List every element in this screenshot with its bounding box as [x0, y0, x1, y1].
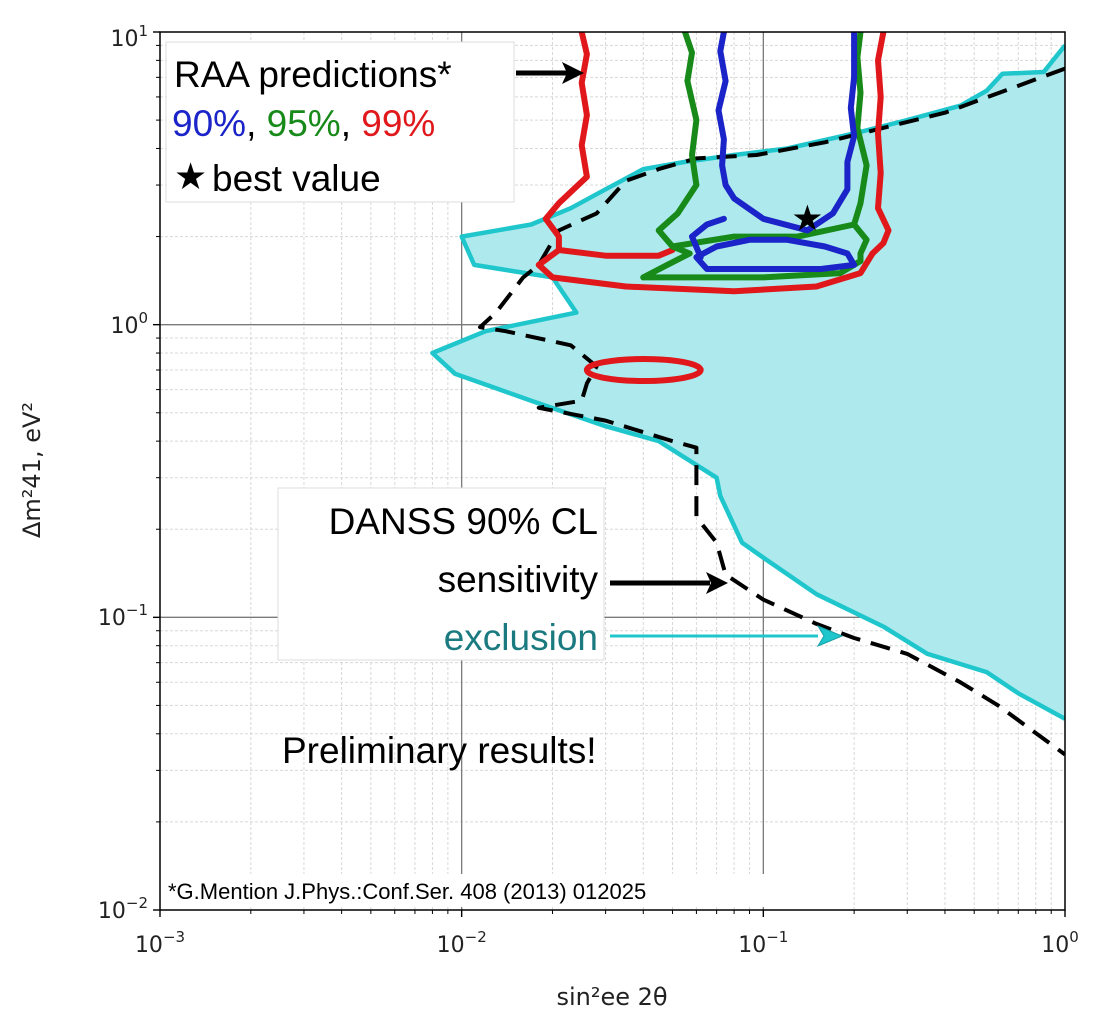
- x-tick-label: 10−2: [437, 928, 487, 958]
- x-tick-label: 10−3: [135, 928, 185, 958]
- plot-frame: [159, 31, 1066, 911]
- sensitivity-arrow: [610, 572, 728, 594]
- raa-99-island: [583, 356, 704, 385]
- y-tick-labels: 10−2 10−1 100 101: [98, 22, 148, 924]
- y-tick-label: 10−1: [98, 601, 148, 631]
- danss-legend-sensitivity: sensitivity: [438, 559, 599, 600]
- raa-99-contour-bottom: [622, 250, 876, 295]
- danss-legend-box: [277, 487, 605, 661]
- raa-legend-title: RAA predictions*: [174, 54, 452, 95]
- danss-legend-title: DANSS 90% CL: [329, 501, 598, 542]
- danss-legend-exclusion: exclusion: [444, 617, 598, 658]
- raa-legend-box: [165, 41, 515, 203]
- raa-99-contour-right: [869, 32, 892, 257]
- raa-99-contour-left: [535, 32, 629, 290]
- citation-text: *G.Mention J.Phys.:Conf.Ser. 408 (2013) …: [168, 879, 646, 904]
- x-tick-label: 10−1: [738, 928, 788, 958]
- y-axis-title: Δm²41, eV²: [18, 402, 46, 538]
- x-axis-title: sin²ee 2θ: [556, 983, 667, 1011]
- raa-95-contour-right: [851, 32, 870, 264]
- raa-arrow: [516, 62, 584, 84]
- exclusion-region-fill: [432, 45, 1065, 719]
- raa-95-contour-waist: [669, 221, 858, 250]
- citation: *G.Mention J.Phys.:Conf.Ser. 408 (2013) …: [166, 874, 788, 907]
- sensitivity-curve: [478, 66, 1065, 757]
- raa-contours: [535, 32, 892, 385]
- raa-legend-best-value: best value: [212, 158, 381, 199]
- x-tick-label: 100: [1041, 928, 1079, 958]
- preliminary-label: Preliminary results!: [282, 730, 597, 771]
- raa-90-contour-lobe: [693, 236, 858, 272]
- danss-legend: DANSS 90% CL sensitivity exclusion: [277, 487, 605, 661]
- raa-legend: RAA predictions* 90%, 95%, 99% ★ best va…: [165, 41, 515, 203]
- raa-legend-levels: 90%, 95%, 99%: [172, 103, 435, 144]
- y-tick-label: 10−2: [98, 894, 148, 924]
- exclusion-arrow: [610, 624, 844, 648]
- y-tick-label: 101: [110, 22, 148, 52]
- raa-99-contour-inner: [555, 247, 676, 259]
- citation-box: [166, 874, 788, 907]
- raa-90-contour-upper: [715, 32, 858, 234]
- best-value-star: ★: [791, 198, 823, 239]
- best-value-star-icon: ★: [174, 156, 207, 197]
- x-tick-labels: 10−3 10−2 10−1 100: [135, 928, 1079, 958]
- y-tick-label: 100: [110, 309, 148, 339]
- raa-90-contour-edge: [689, 215, 727, 261]
- axis-ticks: [153, 31, 1066, 917]
- raa-95-contour-left: [640, 32, 700, 281]
